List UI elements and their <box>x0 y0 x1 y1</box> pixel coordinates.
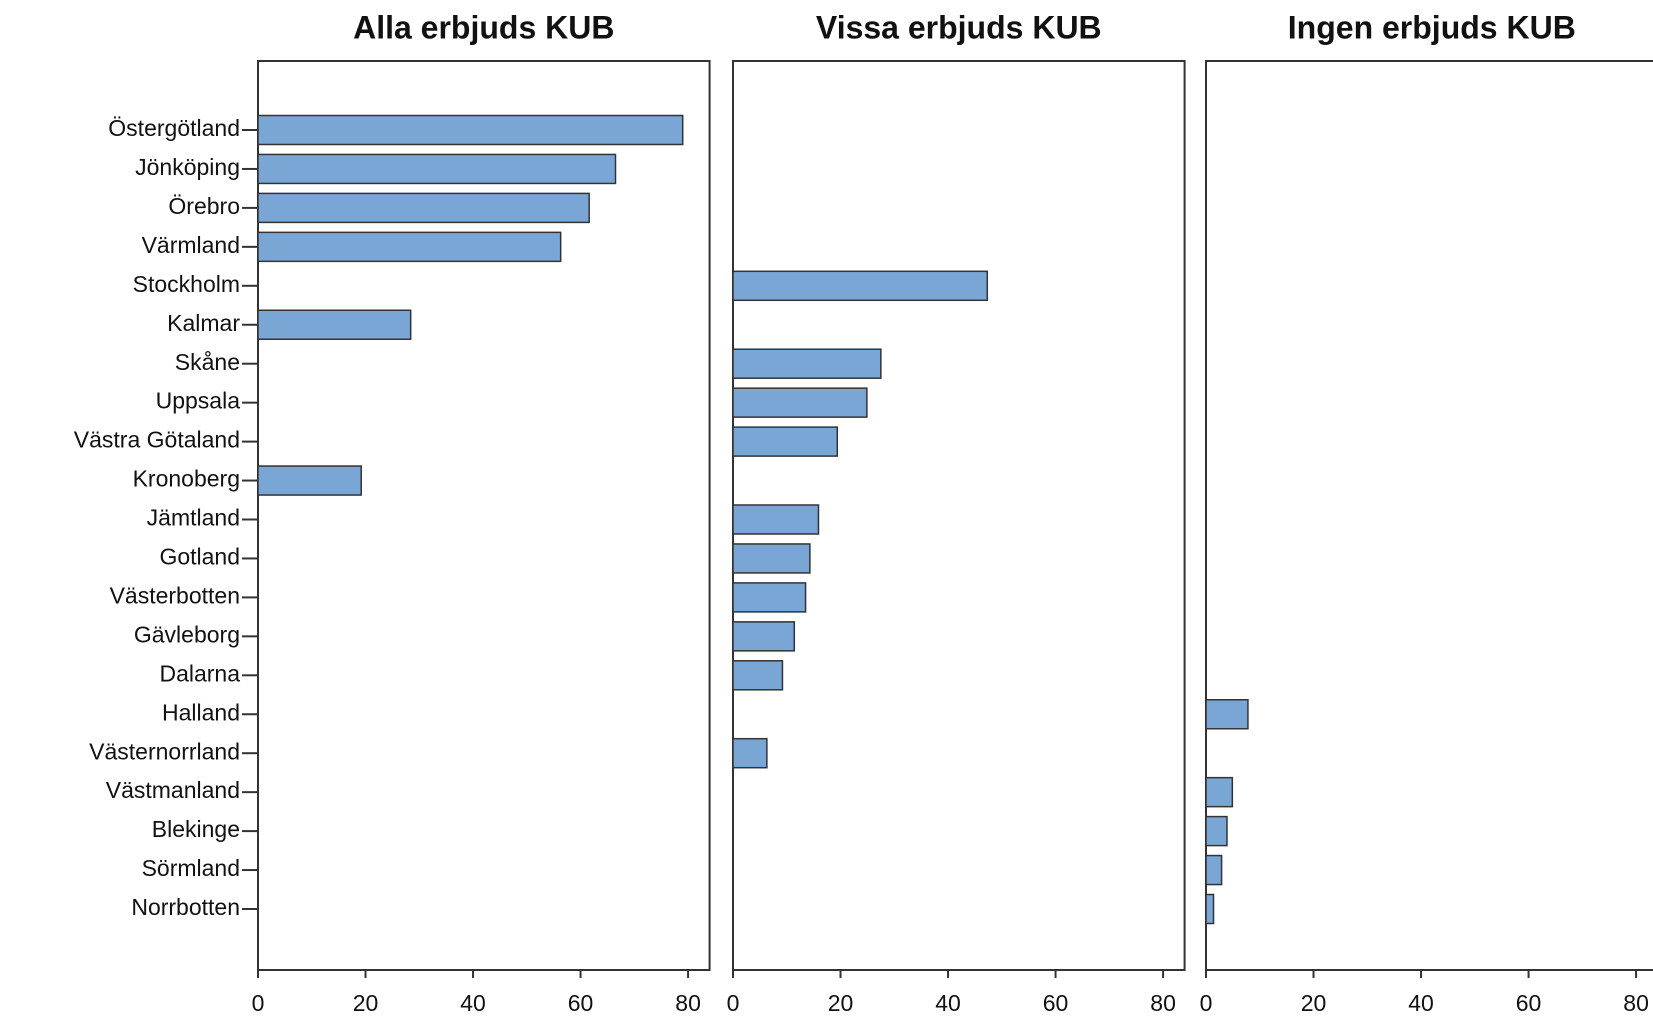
y-tick-label: Norrbotten <box>131 894 240 920</box>
bar <box>732 621 796 652</box>
y-tick-label: Kronoberg <box>133 466 240 492</box>
y-tick-label: Gävleborg <box>134 621 240 647</box>
bar <box>257 465 362 496</box>
y-tick-label: Halland <box>162 699 240 725</box>
y-tick-label: Uppsala <box>156 388 241 414</box>
y-tick-label: Skåne <box>175 349 240 375</box>
x-tick-label: 40 <box>1408 990 1434 1016</box>
bar <box>732 660 784 691</box>
bar <box>732 582 807 613</box>
panel-title: Ingen erbjuds KUB <box>1288 9 1576 45</box>
x-tick-label: 0 <box>252 990 265 1016</box>
panel-title: Vissa erbjuds KUB <box>816 9 1102 45</box>
x-tick-label: 80 <box>675 990 701 1016</box>
bar <box>1205 893 1215 925</box>
panel-frame <box>257 60 711 971</box>
x-tick-label: 60 <box>1043 990 1069 1016</box>
y-tick-label: Gotland <box>159 544 240 570</box>
y-tick-label: Kalmar <box>167 310 240 336</box>
x-tick-label: 80 <box>1150 990 1176 1016</box>
bar <box>732 270 989 302</box>
x-tick-label: 20 <box>828 990 854 1016</box>
bar <box>732 504 820 535</box>
bar <box>732 348 882 379</box>
bar <box>732 543 811 574</box>
y-tick-label: Dalarna <box>159 660 240 686</box>
y-tick-label: Örebro <box>168 193 240 219</box>
x-tick-label: 40 <box>460 990 486 1016</box>
y-tick-label: Blekinge <box>152 816 240 842</box>
y-tick-label: Östergötland <box>108 115 240 141</box>
x-tick-label: 20 <box>1301 990 1327 1016</box>
bar <box>1205 854 1223 886</box>
x-tick-label: 60 <box>568 990 594 1016</box>
bar <box>1205 699 1249 730</box>
y-tick-label: Västra Götaland <box>74 427 240 453</box>
y-tick-label: Värmland <box>142 232 240 258</box>
y-tick-label: Jönköping <box>135 154 240 180</box>
bar <box>732 737 768 769</box>
y-tick-label: Sörmland <box>142 855 240 881</box>
bar <box>257 114 684 146</box>
panel-title: Alla erbjuds KUB <box>353 9 614 45</box>
x-tick-label: 20 <box>353 990 379 1016</box>
x-tick-label: 40 <box>935 990 961 1016</box>
bar <box>732 426 839 457</box>
y-tick-label: Västerbotten <box>110 582 240 608</box>
y-tick-label: Stockholm <box>133 271 240 297</box>
y-tick-label: Västernorrland <box>89 738 240 764</box>
y-tick-label: Västmanland <box>106 777 240 803</box>
bar <box>257 153 617 185</box>
bar <box>1205 815 1228 847</box>
x-tick-label: 0 <box>727 990 740 1016</box>
bar <box>732 387 868 418</box>
bar <box>257 231 562 263</box>
x-tick-label: 80 <box>1623 990 1649 1016</box>
x-tick-label: 60 <box>1516 990 1542 1016</box>
y-tick-label: Jämtland <box>147 505 240 531</box>
x-tick-label: 0 <box>1200 990 1213 1016</box>
bar <box>1205 776 1234 808</box>
panel-frame <box>1205 60 1653 971</box>
bar <box>257 192 590 224</box>
bar <box>257 309 412 340</box>
